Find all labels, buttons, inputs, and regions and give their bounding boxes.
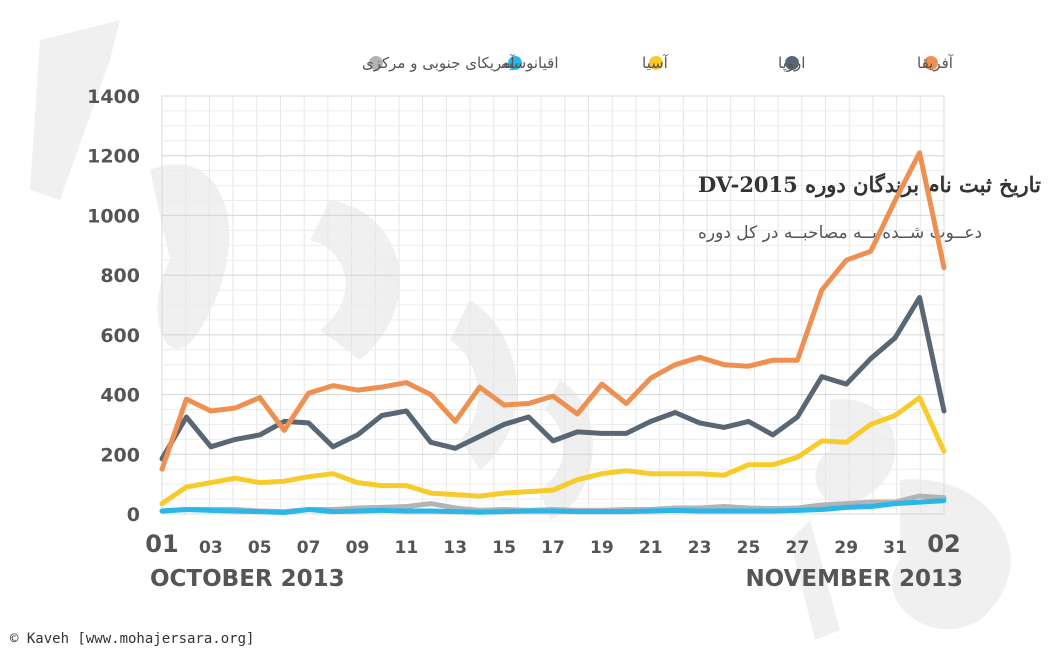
x-tick-label: 17 xyxy=(541,538,565,558)
grid xyxy=(161,95,945,515)
x-tick-label: 23 xyxy=(688,538,712,558)
chart-title: تاریخ ثبت نام برندگان دوره DV-2015 xyxy=(698,172,1041,198)
legend-label-3: اروپا xyxy=(778,54,805,73)
legend-label-4: آفریقا xyxy=(917,54,954,72)
x-tick-label: 09 xyxy=(346,538,370,558)
month-label-end: NOVEMBER 2013 xyxy=(745,566,963,592)
legend-marker-3 xyxy=(785,56,799,70)
month-label-start: OCTOBER 2013 xyxy=(150,566,345,592)
series-line-2 xyxy=(159,395,947,507)
y-tick-label: 200 xyxy=(100,444,140,466)
x-tick-label: 31 xyxy=(883,538,907,558)
x-tick-label: 02 xyxy=(927,530,960,558)
legend-marker-1 xyxy=(508,56,522,70)
x-tick-label: 25 xyxy=(737,538,761,558)
x-tick-label: 11 xyxy=(395,538,419,558)
chart-subtitle: دعــوت شــده بــه مصاحبــه در کل دوره xyxy=(698,223,982,243)
series-layer xyxy=(159,150,947,515)
series-line-3 xyxy=(159,295,947,462)
x-tick-label: 21 xyxy=(639,538,663,558)
plot-frame xyxy=(161,95,945,515)
y-tick-label: 400 xyxy=(100,385,140,407)
legend-label-2: آسیا xyxy=(642,54,669,72)
x-tick-label: 27 xyxy=(786,538,810,558)
y-tick-label: 1400 xyxy=(87,86,140,108)
legend-label-0: آمریکای جنوبی و مرکزی xyxy=(362,54,515,72)
x-tick-label: 15 xyxy=(492,538,516,558)
credit: © Kaveh [www.mohajersara.org] xyxy=(10,631,254,647)
y-tick-label: 0 xyxy=(127,504,140,526)
x-tick-label: 05 xyxy=(248,538,272,558)
x-tick-label: 03 xyxy=(199,538,223,558)
x-tick-label: 19 xyxy=(590,538,614,558)
y-tick-label: 800 xyxy=(100,265,140,287)
legend-label-1: اقیانوسیه xyxy=(501,54,559,72)
x-tick-label: 07 xyxy=(297,538,321,558)
y-tick-label: 600 xyxy=(100,325,140,347)
x-tick-label: 01 xyxy=(145,530,178,558)
x-tick-label: 29 xyxy=(834,538,858,558)
legend-marker-0 xyxy=(369,56,383,70)
legend-marker-2 xyxy=(649,56,663,70)
series-line-4 xyxy=(159,150,947,472)
y-tick-label: 1200 xyxy=(87,146,140,168)
y-axis-ticks: 0 200 400 600 800 1000 1200 1400 xyxy=(87,86,140,526)
legend-marker-4 xyxy=(924,56,938,70)
y-tick-label: 1000 xyxy=(87,205,140,227)
x-tick-label: 13 xyxy=(443,538,467,558)
x-axis-ticks: 01 03 05 07 09 11 13 15 17 19 21 23 25 27 29 31 02 xyxy=(145,530,960,558)
series-line-1 xyxy=(159,498,947,515)
